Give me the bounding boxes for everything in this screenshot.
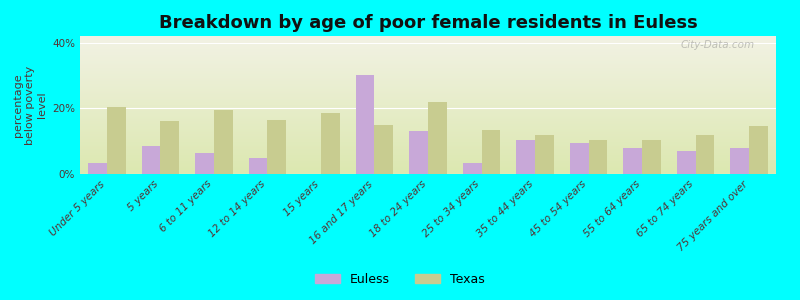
Bar: [677, 151, 696, 174]
Bar: [642, 140, 661, 174]
Bar: [374, 125, 394, 174]
Bar: [267, 120, 286, 174]
Bar: [160, 122, 179, 174]
Legend: Euless, Texas: Euless, Texas: [310, 268, 490, 291]
Bar: [589, 140, 607, 174]
Bar: [623, 148, 642, 174]
Text: City-Data.com: City-Data.com: [681, 40, 755, 50]
Title: Breakdown by age of poor female residents in Euless: Breakdown by age of poor female resident…: [158, 14, 698, 32]
Bar: [730, 148, 750, 174]
Bar: [142, 146, 160, 174]
Bar: [750, 126, 768, 174]
Bar: [88, 163, 106, 174]
Bar: [535, 135, 554, 174]
Bar: [428, 102, 446, 174]
Bar: [249, 158, 267, 174]
Y-axis label: percentage
below poverty
level: percentage below poverty level: [14, 65, 46, 145]
Bar: [570, 143, 589, 174]
Bar: [482, 130, 500, 174]
Bar: [106, 106, 126, 174]
Bar: [516, 140, 535, 174]
Bar: [214, 110, 233, 174]
Bar: [696, 135, 714, 174]
Bar: [195, 153, 214, 174]
Bar: [321, 113, 340, 174]
Bar: [356, 75, 374, 174]
Bar: [410, 131, 428, 174]
Bar: [462, 163, 482, 174]
